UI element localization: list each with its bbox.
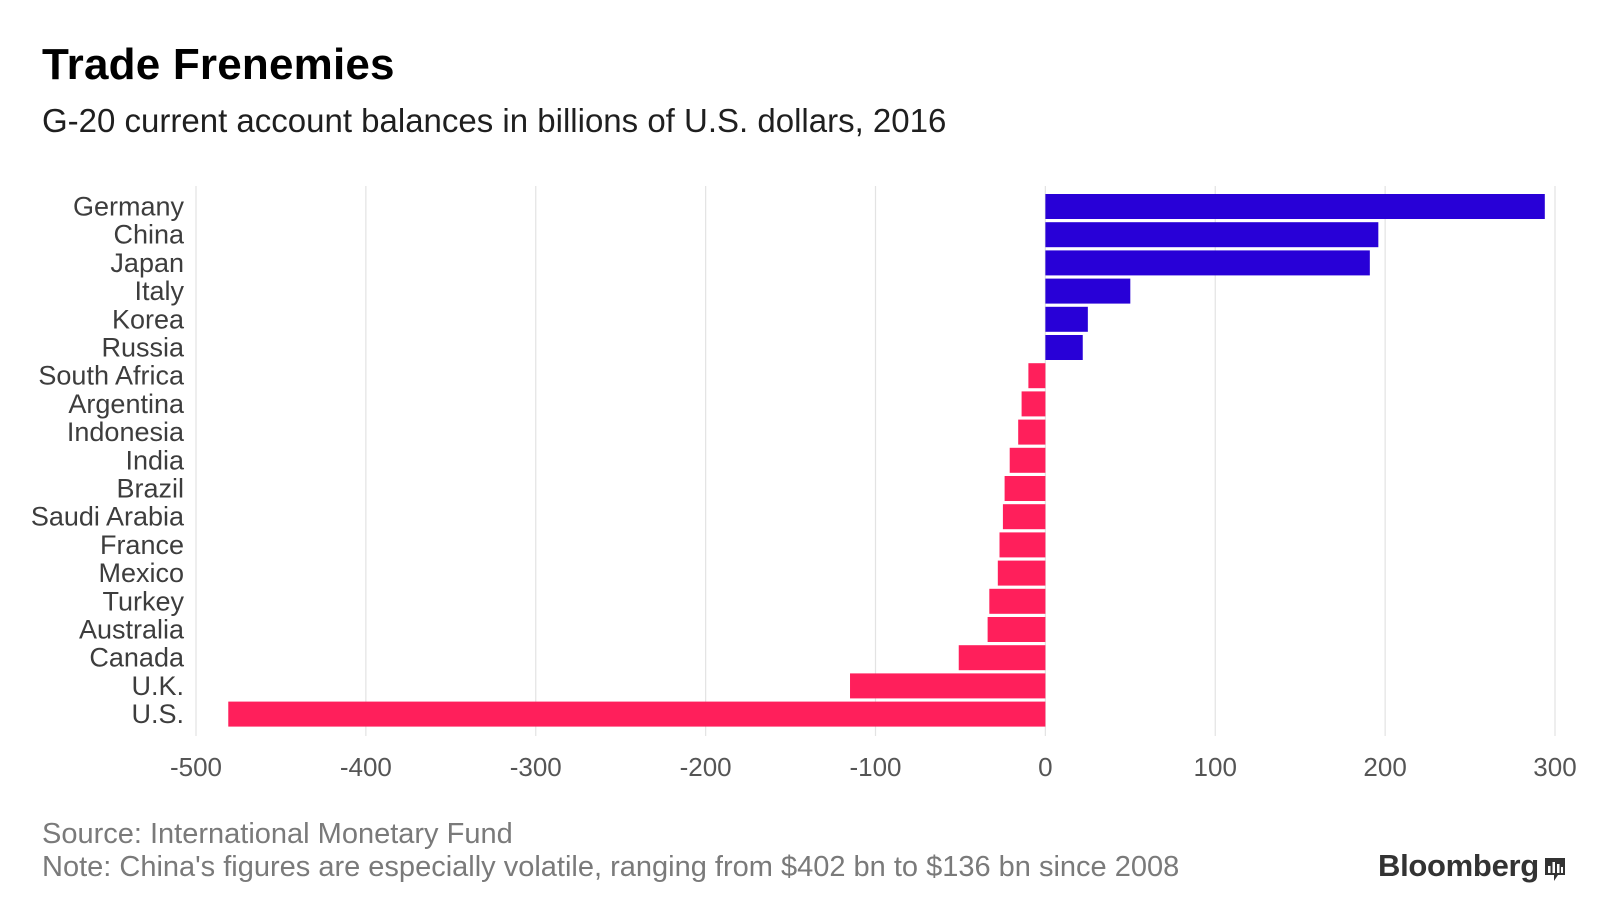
category-label: Turkey [102,586,184,616]
category-label: India [125,445,185,475]
category-label: U.S. [131,699,184,729]
category-label: Japan [110,248,184,278]
category-label: South Africa [38,361,185,391]
x-tick-labels: -500 -400 -300 -200 -100 0 100 200 300 [170,752,1577,782]
bars [228,194,1545,727]
footnote: Note: China's figures are especially vol… [42,851,1180,883]
source-note: Source: International Monetary Fund [42,818,513,850]
bar-argentina [1021,391,1046,417]
bloomberg-chart-icon [1545,858,1565,881]
bar-russia [1045,335,1083,360]
bar-u-k [850,673,1046,699]
category-label: Canada [89,643,185,673]
x-tick-label: 300 [1533,752,1576,782]
bar-japan [1045,250,1370,276]
category-label: Russia [101,333,185,363]
bar-korea [1045,306,1088,332]
x-tick-label: -300 [510,752,562,782]
bar-china [1045,222,1379,248]
category-label: Italy [134,276,184,306]
chart-subtitle: G-20 current account balances in billion… [42,102,947,139]
category-label: China [113,220,185,250]
x-tick-label: -400 [340,752,392,782]
category-label: Korea [112,304,185,334]
x-tick-label: -500 [170,752,222,782]
bar-turkey [989,588,1046,614]
x-tick-label: -200 [680,752,732,782]
x-tick-label: 100 [1194,752,1237,782]
category-label: Saudi Arabia [31,502,185,532]
bar-italy [1045,278,1131,304]
category-label: Indonesia [67,417,185,447]
x-tick-label: 200 [1363,752,1406,782]
category-label: Mexico [98,558,184,588]
bar-australia [987,617,1046,642]
bar-india [1009,447,1046,473]
category-label: Germany [73,192,185,222]
x-tick-label: -100 [849,752,901,782]
bar-u-s [228,701,1046,727]
bar-saudi-arabia [1002,504,1046,530]
bar-indonesia [1018,419,1046,445]
bar-canada [958,645,1046,671]
bar-germany [1045,194,1545,219]
category-label: Argentina [68,389,185,419]
category-label: U.K. [131,671,184,701]
bar-mexico [997,560,1046,586]
category-label: Australia [79,615,185,645]
bar-brazil [1004,476,1046,501]
grid-lines [195,186,1556,736]
bloomberg-logo: Bloomberg [1378,848,1539,883]
category-label: Brazil [116,474,184,504]
bar-south-africa [1028,363,1046,389]
category-label: France [100,530,184,560]
x-tick-label: 0 [1038,752,1052,782]
bar-france [999,532,1046,558]
chart-title: Trade Frenemies [42,40,395,89]
